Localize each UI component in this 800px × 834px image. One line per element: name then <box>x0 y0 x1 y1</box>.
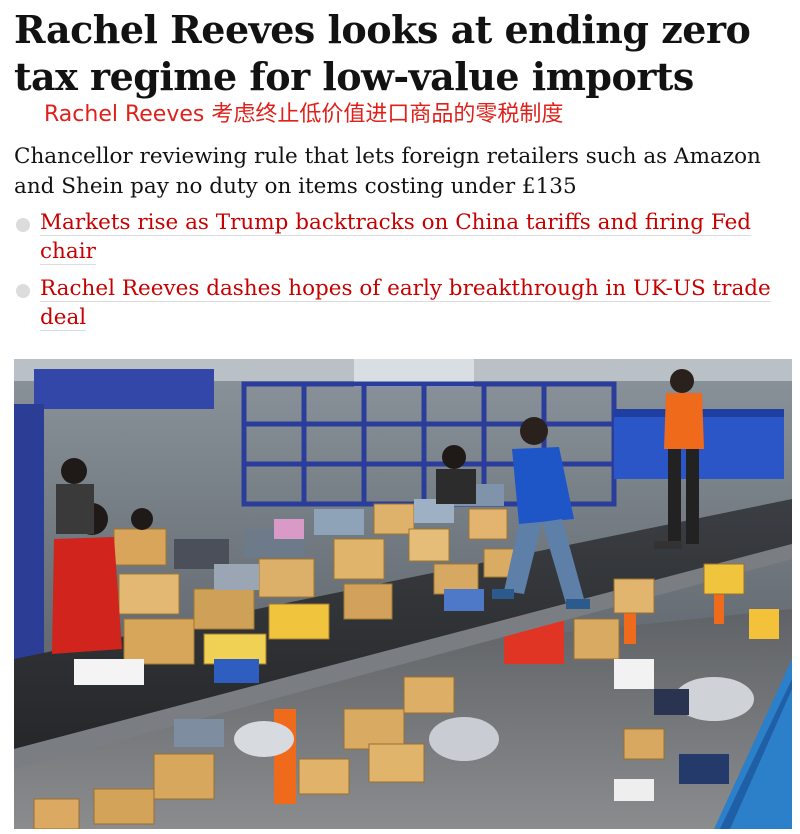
bullet-icon <box>16 218 30 232</box>
article-headline: Rachel Reeves looks at ending zero tax r… <box>14 7 751 99</box>
related-link-item: Markets rise as Trump backtracks on Chin… <box>14 208 774 266</box>
related-link-trade-deal[interactable]: Rachel Reeves dashes hopes of early brea… <box>40 276 771 331</box>
related-link-item: Rachel Reeves dashes hopes of early brea… <box>14 274 774 332</box>
bullet-icon <box>16 284 30 298</box>
warehouse-photo-illustration <box>14 359 792 829</box>
related-link-markets-rise[interactable]: Markets rise as Trump backtracks on Chin… <box>40 210 752 265</box>
article-standfirst: Chancellor reviewing rule that lets fore… <box>14 144 761 199</box>
article-photo <box>14 359 792 829</box>
related-links-list: Markets rise as Trump backtracks on Chin… <box>14 208 774 340</box>
headline-translation: Rachel Reeves 考虑终止低价值进口商品的零税制度 <box>44 102 564 127</box>
